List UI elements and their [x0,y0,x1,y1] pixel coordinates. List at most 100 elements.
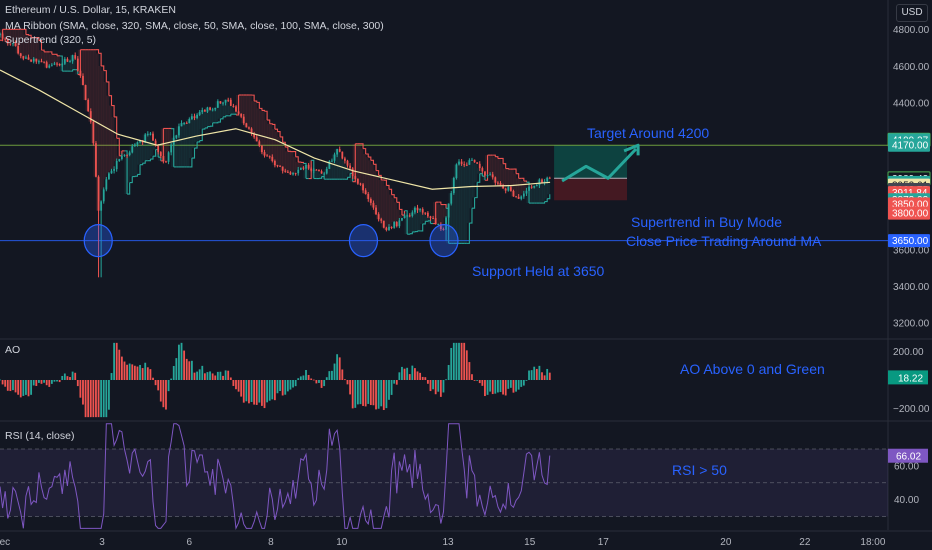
supertrend-segment [516,173,520,179]
supertrend-fill [500,163,504,189]
ao-bar [71,371,74,380]
supertrend-segment [101,65,105,71]
supertrend-fill [150,140,154,157]
candle-body [299,167,302,170]
candle-body [183,122,186,124]
ao-bar [224,370,227,380]
ao-bar [476,380,479,381]
supertrend-fill [433,202,436,225]
ao-bar [286,380,289,392]
candle-body [131,146,134,153]
supertrend-segment [425,220,429,222]
candle-body [346,160,349,166]
candle-body [491,174,494,178]
candle-body [268,156,271,158]
supertrend-fill [95,53,99,211]
ao-bar [162,380,165,408]
supertrend-segment [471,197,476,209]
ao-bar [455,342,458,380]
supertrend-fill [88,49,92,122]
supertrend-fill [204,107,208,127]
ao-bar [509,380,512,388]
ao-bar [426,380,429,384]
supertrend-fill [90,49,94,144]
ao-bar [310,378,313,380]
candle-body [395,222,398,227]
supertrend-fill [381,180,385,228]
ao-bar [115,342,118,380]
supertrend-fill [228,105,232,115]
ao-value-text: 18.22 [898,373,923,384]
supertrend-fill [534,185,538,204]
supertrend-fill [129,146,133,177]
price-axis-tick: 3400.00 [893,282,930,293]
ao-bar [491,380,494,395]
candle-body [261,145,263,153]
currency-button[interactable]: USD [896,4,928,22]
candle-body [421,209,424,213]
candle-body [40,61,43,63]
ao-bar [113,342,116,380]
candle-body [528,186,530,191]
candle-body [385,227,388,230]
candle-body [89,111,92,122]
candle-body [434,218,437,225]
candle-body [471,159,473,161]
rsi-line [0,423,551,531]
ao-bar [133,365,136,380]
candle-body [219,101,222,104]
candle-body [201,110,204,113]
ao-bar [193,372,196,380]
supertrend-fill [503,168,506,191]
supertrend-legend[interactable]: Supertrend (320, 5) [5,34,97,46]
ao-bar [183,350,186,380]
ao-bar [546,368,549,380]
ma-ribbon-legend[interactable]: MA Ribbon (SMA, close, 320, SMA, close, … [5,20,384,32]
ao-bar [522,380,525,386]
candle-body [167,152,170,162]
supertrend-segment [142,160,146,164]
candle-body [22,56,25,59]
candle-body [362,184,364,191]
candle-body [393,222,396,228]
candle-body [460,161,463,165]
supertrend-fill [435,202,439,224]
supertrend-segment [495,156,499,159]
ao-bar [35,380,38,386]
price-label-text: 3650.00 [892,236,929,247]
candle-body [63,58,66,64]
candle-body [356,179,359,184]
supertrend-fill [274,131,278,166]
ao-pane-label[interactable]: AO [5,344,21,356]
ao-bar [380,380,383,407]
symbol-legend[interactable]: Ethereum / U.S. Dollar, 15, KRAKEN [5,4,176,16]
supertrend-fill [484,155,488,176]
ao-bar [206,372,209,380]
ao-bar [61,375,64,380]
ao-bar [525,380,528,381]
supertrend-fill [57,55,60,66]
supertrend-segment [38,39,43,51]
supertrend-segment [363,148,367,154]
supertrend-fill [544,177,548,199]
supertrend-segment [116,137,120,156]
projection-arrowhead [623,143,640,156]
candle-body [100,201,103,211]
ao-bar [30,380,33,395]
supertrend-fill [85,49,89,112]
candle-body [481,168,484,172]
supertrend-fill [212,107,216,123]
supertrend-fill [142,134,146,161]
supertrend-fill [254,102,258,142]
ao-bar [517,380,520,390]
supertrend-segment [378,174,382,180]
rsi-pane-label[interactable]: RSI (14, close) [5,430,75,442]
supertrend-fill [311,169,315,179]
supertrend-fill [461,164,465,244]
ao-bar [97,380,100,418]
ao-bar [188,361,191,380]
candle-body [507,187,510,191]
support-circle [83,224,113,258]
supertrend-fill [82,49,86,100]
